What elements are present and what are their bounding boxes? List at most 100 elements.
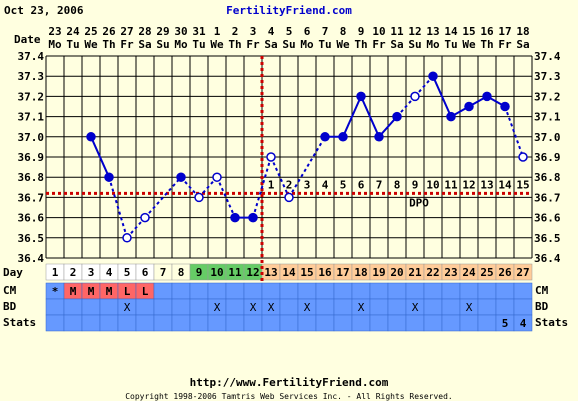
- y-tick-label-right: 36.9: [534, 151, 561, 164]
- y-tick-label-left: 37.4: [18, 50, 45, 63]
- y-tick-label-right: 37.4: [534, 50, 561, 63]
- date-label: 9: [358, 25, 365, 38]
- dpo-number: 14: [498, 178, 512, 191]
- temperature-segment: [126, 216, 146, 239]
- cm-cell: [387, 282, 407, 300]
- weekday-label: Mo: [300, 38, 314, 51]
- cm-cell: [225, 282, 245, 300]
- temperature-point: [248, 212, 258, 223]
- temperature-segment: [360, 95, 380, 138]
- date-label: 16: [480, 25, 494, 38]
- stats-cell: [117, 314, 137, 332]
- cm-value: *: [52, 285, 59, 298]
- y-tick-label-left: 36.9: [18, 151, 45, 164]
- date-label: 6: [304, 25, 311, 38]
- dpo-number: 6: [358, 178, 365, 191]
- cycle-day-label: 5: [124, 266, 131, 279]
- date-label: 25: [84, 25, 97, 38]
- y-tick-label-right: 37.0: [534, 131, 561, 144]
- date-label: 28: [138, 25, 151, 38]
- date-label: 1: [214, 25, 221, 38]
- dpo-number: 12: [462, 178, 475, 191]
- temperature-segment: [432, 75, 452, 118]
- dpo-number: 15: [516, 178, 529, 191]
- y-tick-label-right: 36.8: [534, 171, 561, 184]
- cm-cell: [207, 282, 227, 300]
- stats-cell: [477, 314, 497, 332]
- y-tick-label-right: 37.2: [534, 90, 561, 103]
- bd-cell: [387, 298, 407, 316]
- cm-cell: [369, 282, 389, 300]
- dpo-label: DPO: [409, 196, 429, 209]
- cm-cell: [171, 282, 191, 300]
- cycle-day-label: 24: [462, 266, 476, 279]
- cm-cell: [441, 282, 461, 300]
- bd-cell: [99, 298, 119, 316]
- cm-cell: [333, 282, 353, 300]
- temperature-point: [518, 152, 528, 162]
- date-label: 27: [120, 25, 133, 38]
- weekday-label: Mo: [426, 38, 440, 51]
- weekday-label: Su: [282, 38, 295, 51]
- y-tick-label-left: 36.7: [18, 191, 45, 204]
- stats-cell: [99, 314, 119, 332]
- stats-cell: [63, 314, 83, 332]
- temperature-point: [482, 91, 492, 102]
- stats-row-label-right: Stats: [535, 316, 568, 329]
- date-label: 2: [232, 25, 239, 38]
- stats-cell: [225, 314, 245, 332]
- weekday-label: Fr: [246, 38, 260, 51]
- bd-cell: [495, 298, 515, 316]
- date-label: 31: [192, 25, 206, 38]
- cycle-day-label: 2: [70, 266, 77, 279]
- stats-row-label-left: Stats: [3, 316, 36, 329]
- weekday-label: Tu: [444, 38, 457, 51]
- weekday-label: Th: [102, 38, 115, 51]
- dpo-number: 5: [340, 178, 347, 191]
- header-date: Oct 23, 2006: [4, 4, 84, 17]
- temperature-segment: [342, 95, 362, 138]
- bd-cell: [333, 298, 353, 316]
- weekday-label: We: [336, 38, 350, 51]
- cm-cell: [279, 282, 299, 300]
- dpo-number: 2: [286, 178, 293, 191]
- temperature-point: [284, 192, 294, 203]
- temperature-segment: [216, 176, 236, 219]
- cycle-day-label: 3: [88, 266, 95, 279]
- y-tick-label-left: 37.0: [18, 131, 45, 144]
- cm-value: L: [124, 285, 131, 298]
- cm-value: M: [88, 285, 95, 298]
- cm-cell: [477, 282, 497, 300]
- y-tick-label-right: 36.6: [534, 212, 561, 225]
- temperature-point: [500, 101, 510, 112]
- cycle-day-label: 19: [372, 266, 385, 279]
- y-tick-label-left: 36.4: [18, 252, 45, 265]
- temperature-point: [104, 172, 114, 182]
- stats-cell: [279, 314, 299, 332]
- date-label: 4: [268, 25, 275, 38]
- y-tick-label-right: 36.5: [534, 232, 561, 245]
- date-label: 3: [250, 25, 257, 38]
- cm-cell: [261, 282, 281, 300]
- bd-cell: [315, 298, 335, 316]
- bd-cell: [189, 298, 209, 316]
- stats-cell: [81, 314, 101, 332]
- dpo-number: 10: [426, 178, 439, 191]
- temperature-point: [212, 172, 222, 182]
- dpo-number: 1: [268, 178, 275, 191]
- bd-cell: [45, 298, 65, 316]
- bd-mark: X: [304, 301, 311, 314]
- temperature-segment: [414, 75, 434, 98]
- cm-cell: [351, 282, 371, 300]
- weekday-label: Tu: [192, 38, 205, 51]
- cycle-day-label: 16: [318, 266, 332, 279]
- header-site: FertilityFriend.com: [226, 4, 352, 17]
- cycle-day-label: 21: [408, 266, 422, 279]
- cm-cell: [423, 282, 443, 300]
- cycle-day-label: 26: [498, 266, 512, 279]
- bd-cell: [477, 298, 497, 316]
- date-label: 8: [340, 25, 347, 38]
- date-label: 13: [426, 25, 439, 38]
- cycle-day-label: 12: [246, 266, 259, 279]
- bd-cell: [369, 298, 389, 316]
